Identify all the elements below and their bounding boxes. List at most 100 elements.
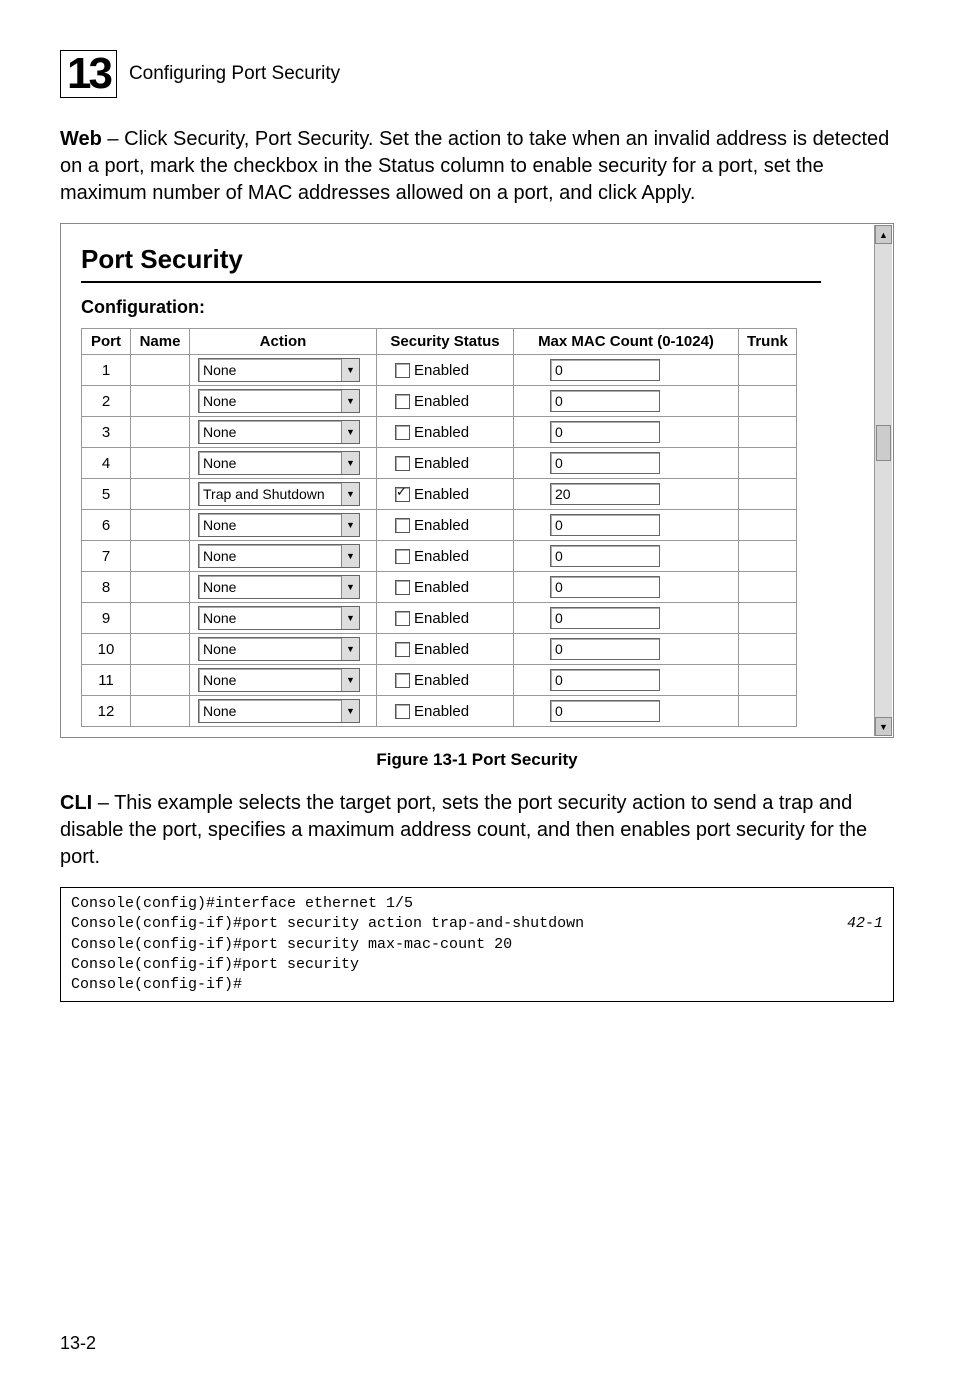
cell-count: 0: [514, 417, 739, 448]
dropdown-arrow-icon[interactable]: ▼: [341, 638, 359, 660]
cell-action: None▼: [190, 448, 377, 479]
dropdown-arrow-icon[interactable]: ▼: [341, 607, 359, 629]
page-number: 13-2: [60, 1333, 96, 1354]
cell-trunk: [739, 603, 797, 634]
col-trunk: Trunk: [739, 329, 797, 355]
dropdown-arrow-icon[interactable]: ▼: [341, 545, 359, 567]
enabled-checkbox[interactable]: [395, 456, 410, 471]
cell-action: None▼: [190, 541, 377, 572]
max-mac-input[interactable]: 0: [550, 576, 660, 598]
dropdown-arrow-icon[interactable]: ▼: [341, 700, 359, 722]
scroll-thumb[interactable]: [876, 425, 891, 461]
enabled-checkbox[interactable]: [395, 394, 410, 409]
cell-name: [131, 417, 190, 448]
cell-trunk: [739, 696, 797, 727]
table-row: 2None▼Enabled0: [82, 386, 797, 417]
cell-status: Enabled: [377, 572, 514, 603]
max-mac-input[interactable]: 0: [550, 545, 660, 567]
cell-name: [131, 448, 190, 479]
action-select-value: None: [199, 455, 341, 471]
dropdown-arrow-icon[interactable]: ▼: [341, 452, 359, 474]
action-select-value: Trap and Shutdown: [199, 486, 341, 502]
action-select[interactable]: None▼: [198, 389, 360, 413]
cli-example-box: Console(config)#interface ethernet 1/5 C…: [60, 887, 894, 1002]
action-select[interactable]: None▼: [198, 668, 360, 692]
max-mac-input[interactable]: 0: [550, 359, 660, 381]
action-select-value: None: [199, 610, 341, 626]
enabled-label: Enabled: [414, 641, 469, 658]
cell-trunk: [739, 510, 797, 541]
cell-action: None▼: [190, 572, 377, 603]
enabled-checkbox[interactable]: [395, 518, 410, 533]
action-select[interactable]: None▼: [198, 699, 360, 723]
action-select-value: None: [199, 424, 341, 440]
action-select[interactable]: Trap and Shutdown▼: [198, 482, 360, 506]
scroll-up-arrow-icon[interactable]: ▲: [875, 225, 892, 244]
max-mac-input[interactable]: 0: [550, 452, 660, 474]
enabled-checkbox[interactable]: [395, 704, 410, 719]
cell-name: [131, 572, 190, 603]
figure-caption: Figure 13-1 Port Security: [60, 750, 894, 770]
cell-action: None▼: [190, 665, 377, 696]
max-mac-input[interactable]: 0: [550, 669, 660, 691]
cell-status: Enabled: [377, 448, 514, 479]
dropdown-arrow-icon[interactable]: ▼: [341, 669, 359, 691]
dropdown-arrow-icon[interactable]: ▼: [341, 483, 359, 505]
enabled-checkbox[interactable]: [395, 363, 410, 378]
cell-status: Enabled: [377, 541, 514, 572]
enabled-checkbox[interactable]: [395, 611, 410, 626]
enabled-label: Enabled: [414, 579, 469, 596]
action-select[interactable]: None▼: [198, 451, 360, 475]
dropdown-arrow-icon[interactable]: ▼: [341, 421, 359, 443]
action-select[interactable]: None▼: [198, 575, 360, 599]
enabled-checkbox[interactable]: [395, 642, 410, 657]
max-mac-input[interactable]: 0: [550, 390, 660, 412]
cell-status: Enabled: [377, 696, 514, 727]
action-select[interactable]: None▼: [198, 606, 360, 630]
enabled-label: Enabled: [414, 703, 469, 720]
enabled-checkbox[interactable]: [395, 425, 410, 440]
title-divider: [81, 281, 821, 283]
chapter-title: Configuring Port Security: [129, 63, 340, 85]
cell-count: 0: [514, 634, 739, 665]
max-mac-input[interactable]: 0: [550, 638, 660, 660]
cell-action: None▼: [190, 510, 377, 541]
port-security-screenshot: ▲ ▼ Port Security Configuration: Port Na…: [60, 223, 894, 738]
cell-port: 9: [82, 603, 131, 634]
enabled-checkbox[interactable]: [395, 549, 410, 564]
dropdown-arrow-icon[interactable]: ▼: [341, 359, 359, 381]
enabled-checkbox[interactable]: [395, 580, 410, 595]
cell-action: Trap and Shutdown▼: [190, 479, 377, 510]
action-select[interactable]: None▼: [198, 358, 360, 382]
cell-port: 7: [82, 541, 131, 572]
scroll-down-arrow-icon[interactable]: ▼: [875, 717, 892, 736]
chapter-header: 13 Configuring Port Security: [60, 50, 894, 98]
max-mac-input[interactable]: 0: [550, 514, 660, 536]
max-mac-input[interactable]: 0: [550, 421, 660, 443]
enabled-label: Enabled: [414, 455, 469, 472]
action-select[interactable]: None▼: [198, 637, 360, 661]
cell-trunk: [739, 541, 797, 572]
dropdown-arrow-icon[interactable]: ▼: [341, 576, 359, 598]
cell-port: 2: [82, 386, 131, 417]
cell-port: 8: [82, 572, 131, 603]
enabled-label: Enabled: [414, 517, 469, 534]
cell-name: [131, 479, 190, 510]
cell-name: [131, 603, 190, 634]
max-mac-input[interactable]: 20: [550, 483, 660, 505]
dropdown-arrow-icon[interactable]: ▼: [341, 390, 359, 412]
max-mac-input[interactable]: 0: [550, 607, 660, 629]
action-select[interactable]: None▼: [198, 513, 360, 537]
vertical-scrollbar[interactable]: ▲ ▼: [874, 225, 892, 736]
enabled-checkbox[interactable]: [395, 487, 410, 502]
table-row: 8 None▼ Enabled 0: [82, 572, 797, 603]
enabled-checkbox[interactable]: [395, 673, 410, 688]
cell-trunk: [739, 386, 797, 417]
dropdown-arrow-icon[interactable]: ▼: [341, 514, 359, 536]
cell-count: 0: [514, 510, 739, 541]
action-select[interactable]: None▼: [198, 544, 360, 568]
action-select[interactable]: None▼: [198, 420, 360, 444]
max-mac-input[interactable]: 0: [550, 700, 660, 722]
cell-status: Enabled: [377, 417, 514, 448]
enabled-label: Enabled: [414, 362, 469, 379]
